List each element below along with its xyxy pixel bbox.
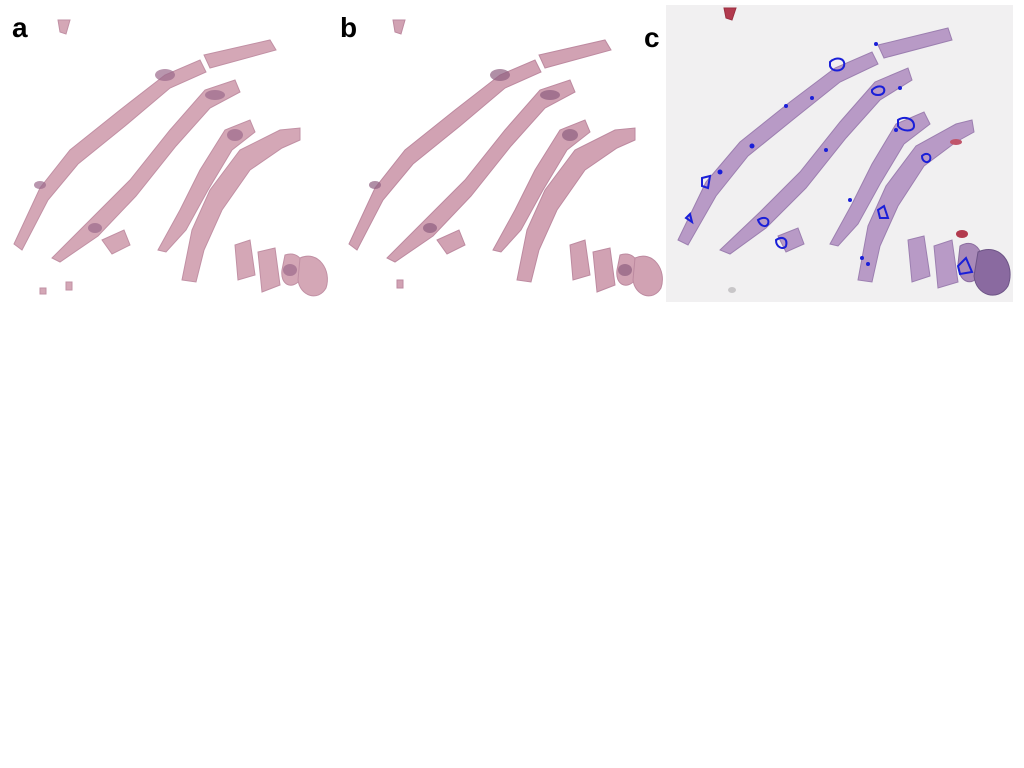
tissue-mask-image-a	[13, 19, 328, 297]
panel-label-c: c	[644, 22, 660, 53]
panel-c: c	[640, 0, 1024, 310]
slide-background	[666, 5, 1013, 302]
panel-a: a	[0, 0, 330, 310]
panel-label-a: a	[12, 12, 28, 43]
panel-label-b: b	[340, 12, 358, 43]
he-slide-image-c	[666, 5, 1013, 302]
tissue-mask-image-b	[348, 19, 663, 297]
panel-b: b	[335, 0, 665, 310]
